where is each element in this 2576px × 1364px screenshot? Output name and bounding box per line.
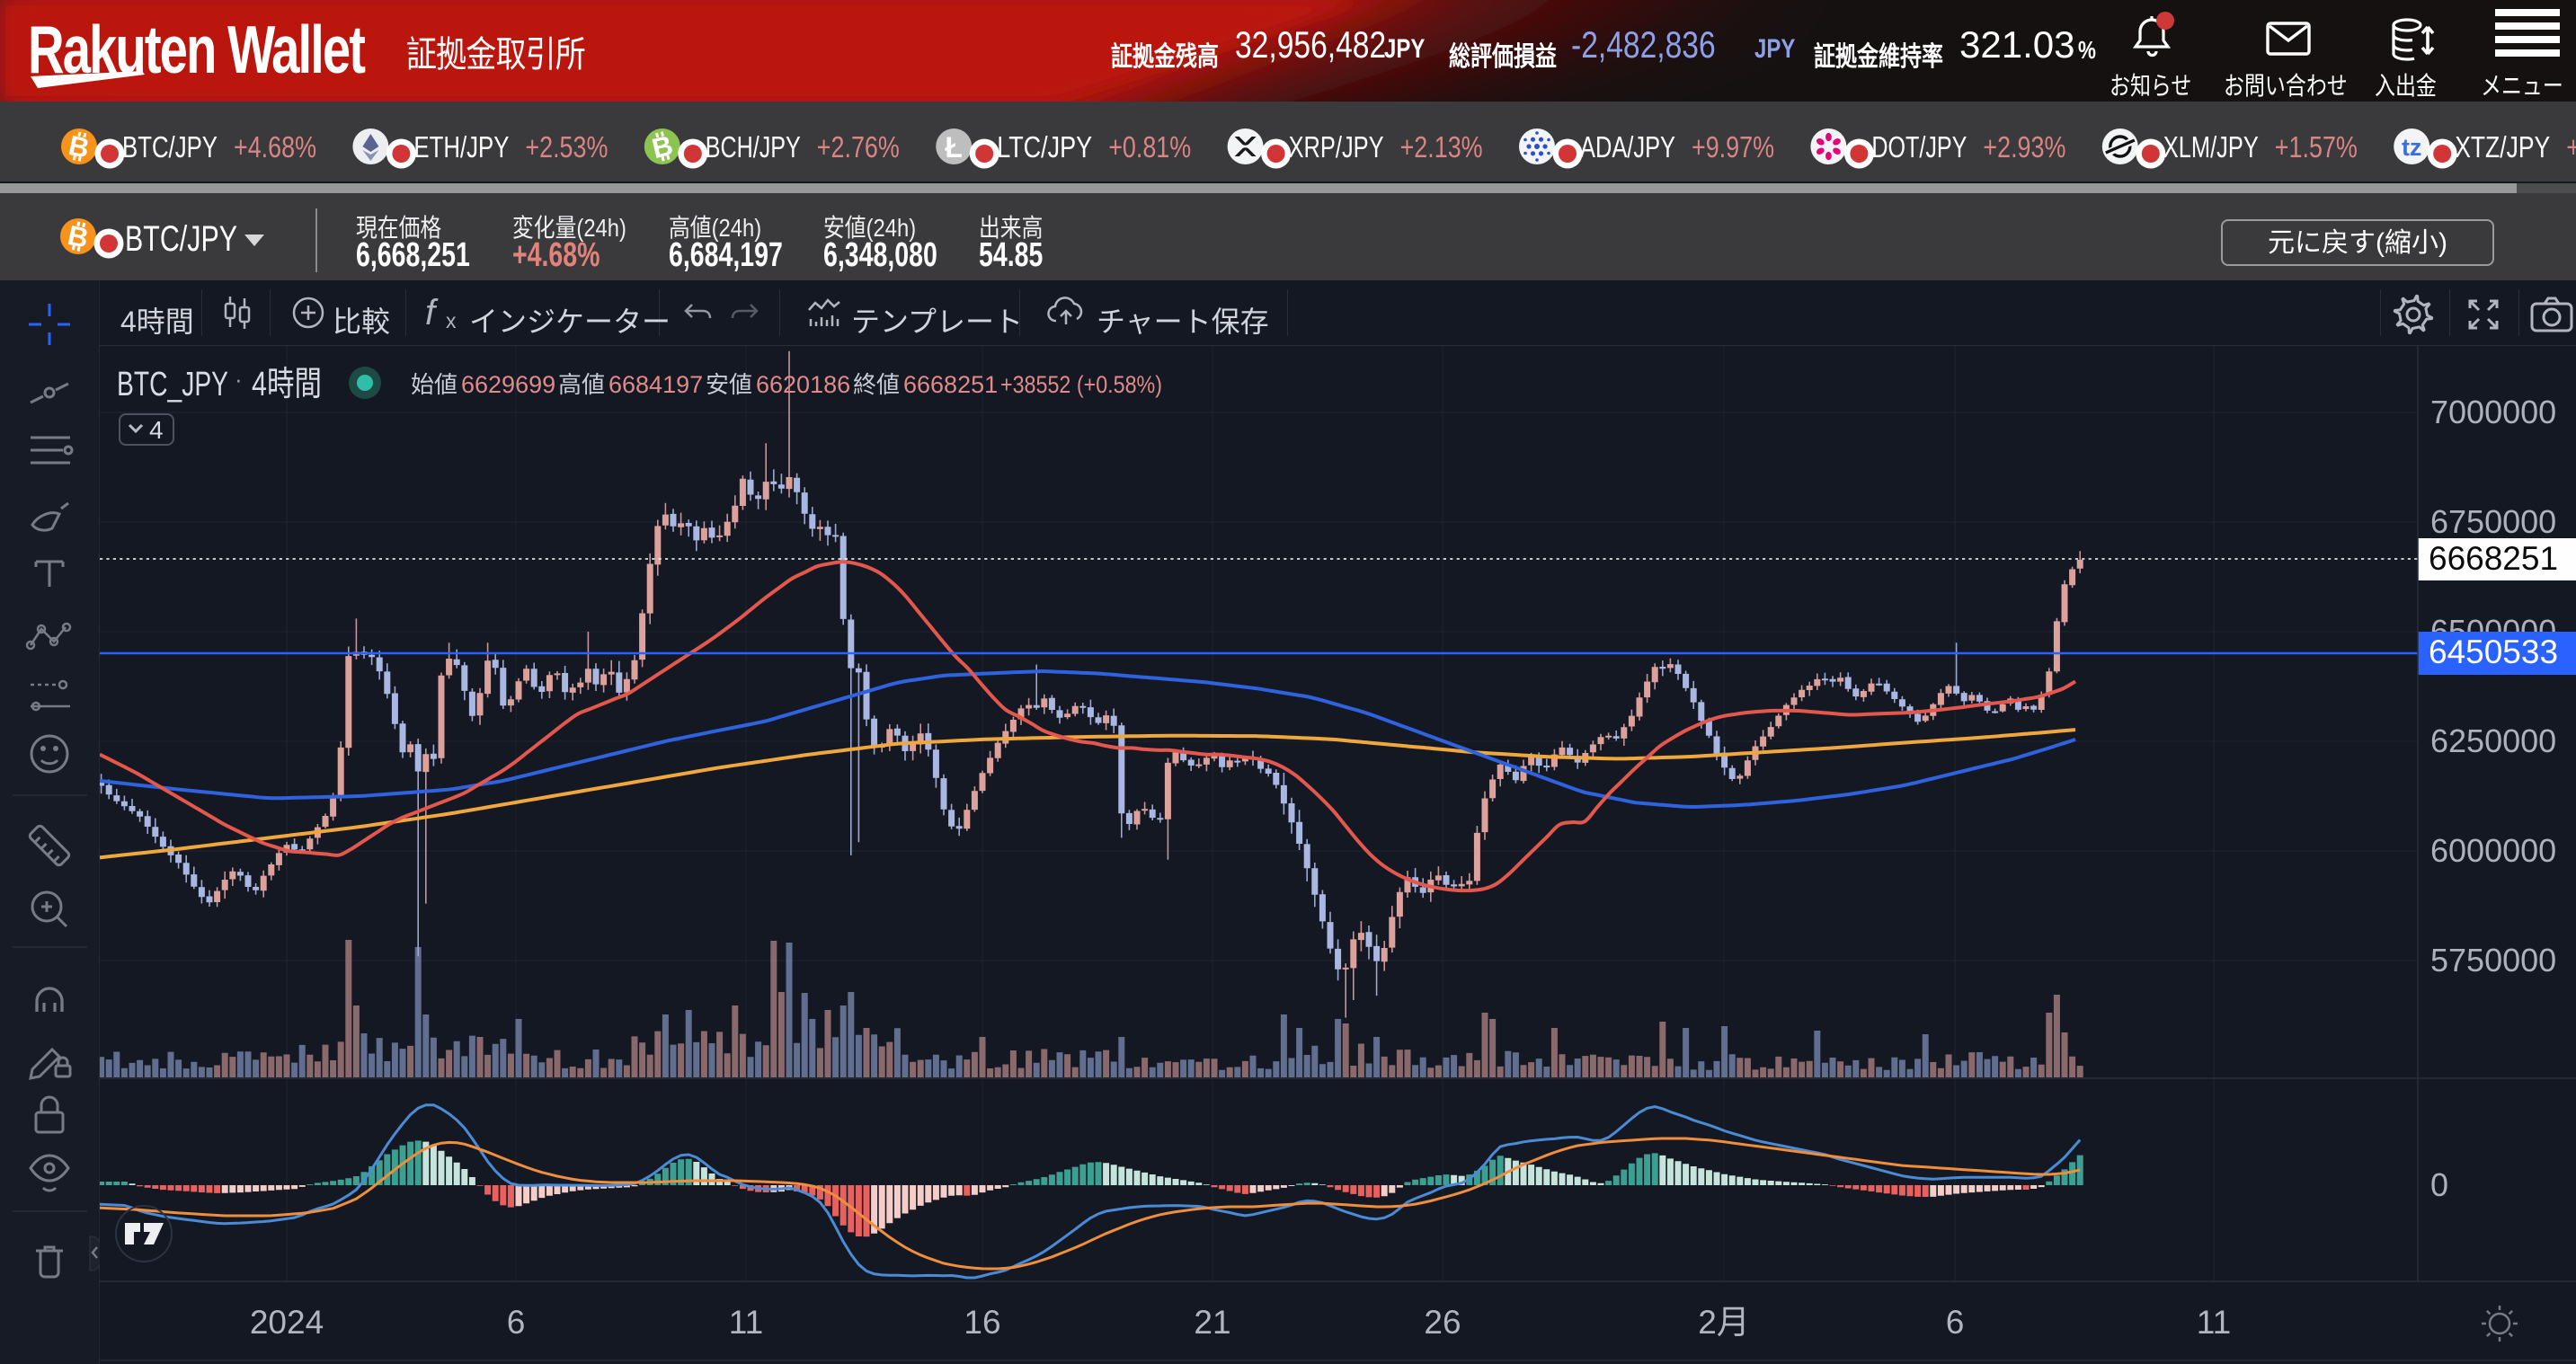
svg-text:+1.57%: +1.57% — [2275, 130, 2358, 164]
svg-text:11: 11 — [729, 1304, 763, 1341]
svg-text:BTC_JPY: BTC_JPY — [117, 366, 228, 403]
svg-text:+2.76%: +2.76% — [817, 130, 900, 164]
svg-text:tz: tz — [2402, 134, 2422, 161]
svg-text:+2.13%: +2.13% — [1400, 130, 1483, 164]
svg-text:+3.05%: +3.05% — [2566, 130, 2576, 164]
svg-text:0: 0 — [2430, 1166, 2448, 1203]
svg-text:BCH/JPY: BCH/JPY — [706, 130, 801, 164]
svg-text:+4.68%: +4.68% — [234, 130, 316, 164]
svg-text:ADA/JPY: ADA/JPY — [1580, 130, 1675, 164]
svg-text:2月: 2月 — [1698, 1304, 1750, 1341]
svg-text:6250000: 6250000 — [2430, 722, 2556, 759]
svg-text:5750000: 5750000 — [2430, 942, 2556, 979]
svg-text:6: 6 — [507, 1304, 526, 1341]
svg-text:高値: 高値 — [558, 371, 605, 398]
svg-text:6668251: 6668251 — [903, 371, 998, 398]
svg-text:終値: 終値 — [853, 371, 900, 398]
svg-text:XTZ/JPY: XTZ/JPY — [2455, 130, 2550, 164]
svg-text:Ł: Ł — [945, 131, 963, 164]
svg-text:2024: 2024 — [250, 1304, 324, 1341]
svg-text:6629699: 6629699 — [461, 371, 555, 398]
svg-text:安値: 安値 — [706, 371, 752, 398]
svg-text:XRP/JPY: XRP/JPY — [1289, 130, 1384, 164]
svg-text:4: 4 — [149, 416, 164, 444]
svg-text:DOT/JPY: DOT/JPY — [1871, 130, 1967, 164]
svg-text:+2.53%: +2.53% — [525, 130, 608, 164]
svg-text:始値: 始値 — [411, 371, 457, 398]
svg-text:26: 26 — [1424, 1304, 1461, 1341]
svg-text:LTC/JPY: LTC/JPY — [997, 130, 1092, 164]
svg-text:6000000: 6000000 — [2430, 832, 2556, 869]
svg-text:+38552 (+0.58%): +38552 (+0.58%) — [1000, 371, 1162, 398]
svg-text:ETH/JPY: ETH/JPY — [413, 130, 509, 164]
svg-text:16: 16 — [964, 1304, 1000, 1341]
svg-text:21: 21 — [1194, 1304, 1230, 1341]
svg-text:6684197: 6684197 — [608, 371, 703, 398]
svg-text:6450533: 6450533 — [2429, 633, 2558, 670]
svg-text:XLM/JPY: XLM/JPY — [2163, 130, 2259, 164]
svg-text:6: 6 — [1946, 1304, 1965, 1341]
svg-text:11: 11 — [2197, 1304, 2231, 1341]
svg-text:6668251: 6668251 — [2429, 540, 2558, 577]
svg-text:+9.97%: +9.97% — [1692, 130, 1774, 164]
svg-text:6750000: 6750000 — [2430, 503, 2556, 540]
svg-text:+2.93%: +2.93% — [1983, 130, 2065, 164]
svg-text:7000000: 7000000 — [2430, 394, 2556, 430]
svg-text:·: · — [235, 366, 243, 393]
svg-text:BTC/JPY: BTC/JPY — [122, 130, 218, 164]
svg-text:+0.81%: +0.81% — [1108, 130, 1191, 164]
svg-text:4時間: 4時間 — [252, 366, 322, 403]
svg-text:6620186: 6620186 — [756, 371, 850, 398]
